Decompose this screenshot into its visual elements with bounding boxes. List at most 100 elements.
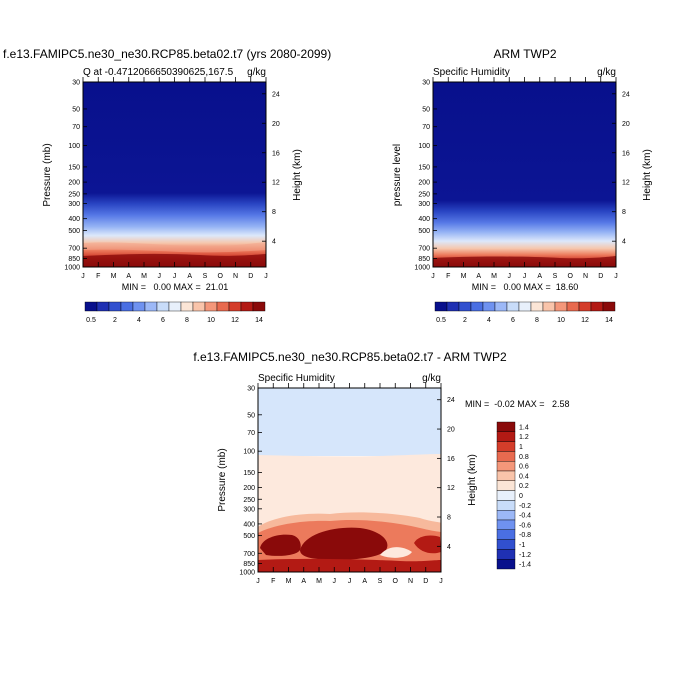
pressure-tick-label: 250 — [243, 497, 255, 504]
month-tick-label: M — [286, 578, 292, 585]
colorbar-box — [554, 301, 568, 312]
colorbar-label: 0.6 — [519, 464, 529, 471]
panel-difference-pale-pocket — [380, 547, 412, 558]
pressure-tick-label: 200 — [418, 180, 430, 187]
colorbar-box — [578, 301, 592, 312]
panel-model-minmax: MIN = 0.00 MAX = 21.01 — [122, 282, 229, 292]
month-tick-label: D — [423, 578, 428, 585]
height-tick-label: 20 — [447, 427, 455, 434]
colorbar-box — [496, 470, 516, 482]
month-tick-label: A — [126, 273, 131, 280]
colorbar-box — [168, 301, 182, 312]
panel-observation: ARM TWP2 Specific Humidity g/kg 30 50 70 10… — [392, 47, 653, 324]
panel-difference-dark-core-left — [260, 534, 301, 556]
pressure-tick-label: 500 — [68, 228, 80, 235]
pressure-tick-label: 700 — [68, 246, 80, 253]
colorbar-box — [252, 301, 266, 312]
colorbar-label: 10 — [207, 317, 215, 324]
colorbar-box — [602, 301, 616, 312]
month-tick-label: S — [203, 273, 208, 280]
pressure-tick-label: 1000 — [64, 265, 80, 272]
colorbar-box — [228, 301, 242, 312]
pressure-tick-label: 150 — [243, 470, 255, 477]
month-tick-label: F — [446, 273, 450, 280]
panel-observation-field — [433, 82, 616, 267]
pressure-tick-label: 70 — [422, 124, 430, 131]
colorbar-label: 14 — [605, 317, 613, 324]
panel-difference-ticks: 30 50 70 100 150 200 250 300 400 500 700 850 1000 24 2… — [239, 383, 455, 585]
colorbar-label: 6 — [161, 317, 165, 324]
height-tick-label: 20 — [622, 121, 630, 128]
colorbar-label: 4 — [487, 317, 491, 324]
month-tick-label: S — [378, 578, 383, 585]
colorbar-label: 12 — [231, 317, 239, 324]
colorbar-box — [496, 559, 516, 570]
pressure-tick-label: 150 — [418, 164, 430, 171]
colorbar-label: 8 — [185, 317, 189, 324]
height-tick-label: 8 — [272, 209, 276, 216]
colorbar-label: -1 — [519, 542, 525, 549]
colorbar-label: 1.4 — [519, 424, 529, 431]
colorbar-box — [204, 301, 218, 312]
pressure-tick-label: 700 — [243, 551, 255, 558]
pressure-tick-label: 500 — [418, 228, 430, 235]
colorbar-box — [518, 301, 532, 312]
month-tick-label: N — [233, 273, 238, 280]
colorbar-box — [240, 301, 254, 312]
colorbar-box — [542, 301, 556, 312]
colorbar-box — [496, 431, 516, 442]
colorbar-label: -0.8 — [519, 532, 531, 539]
month-tick-label: J — [348, 578, 352, 585]
colorbar-label: 12 — [581, 317, 589, 324]
month-tick-label: J — [158, 273, 162, 280]
colorbar-label: 4 — [137, 317, 141, 324]
pressure-tick-label: 200 — [68, 180, 80, 187]
height-tick-label: 4 — [447, 544, 451, 551]
colorbar-label: 0.8 — [519, 454, 529, 461]
colorbar-box — [156, 301, 170, 312]
colorbar-box — [144, 301, 158, 312]
pressure-tick-label: 200 — [243, 485, 255, 492]
colorbar-box — [496, 500, 516, 511]
month-tick-label: O — [393, 578, 399, 585]
panel-difference: f.e13.FAMIPC5.ne30_ne30.RCP85.beta02.t7 … — [193, 350, 569, 585]
colorbar-box — [434, 301, 448, 312]
month-tick-label: J — [256, 578, 260, 585]
month-tick-label: J — [173, 273, 177, 280]
month-tick-label: J — [614, 273, 618, 280]
colorbar-label: 2 — [463, 317, 467, 324]
colorbar-label: -1.4 — [519, 562, 531, 569]
colorbar-box — [216, 301, 230, 312]
panel-difference-title: f.e13.FAMIPC5.ne30_ne30.RCP85.beta02.t7 … — [193, 350, 507, 364]
panel-observation-minmax: MIN = 0.00 MAX = 18.60 — [472, 282, 579, 292]
colorbar-box — [482, 301, 496, 312]
pressure-tick-label: 50 — [247, 412, 255, 419]
height-tick-label: 12 — [272, 180, 280, 187]
panel-observation-variable-label: Specific Humidity — [433, 67, 510, 78]
panel-difference-dark-core-center — [300, 527, 388, 560]
month-tick-label: A — [476, 273, 481, 280]
month-tick-label: J — [333, 578, 337, 585]
panel-difference-dark-core-right — [414, 535, 441, 554]
panel-model-variable-label: Q at -0.4712066650390625,167.5 — [83, 67, 234, 78]
panel-difference-units-label: g/kg — [422, 373, 441, 384]
colorbar-label: 6 — [511, 317, 515, 324]
height-tick-label: 4 — [622, 239, 626, 246]
pressure-tick-label: 70 — [72, 124, 80, 131]
pressure-tick-label: 250 — [418, 191, 430, 198]
colorbar-box — [180, 301, 194, 312]
month-tick-label: J — [439, 578, 443, 585]
month-tick-label: J — [431, 273, 435, 280]
height-tick-label: 16 — [272, 150, 280, 157]
colorbar-label: 0.2 — [519, 483, 529, 490]
month-tick-label: N — [583, 273, 588, 280]
panel-model-right-axis-label: Height (km) — [292, 149, 303, 201]
pressure-tick-label: 850 — [68, 256, 80, 263]
colorbar-label: -0.2 — [519, 503, 531, 510]
month-tick-label: O — [218, 273, 224, 280]
panel-model-field — [83, 82, 266, 267]
panel-difference-minmax: MIN = -0.02 MAX = 2.58 — [465, 399, 570, 409]
colorbar-box — [494, 301, 508, 312]
colorbar-box — [496, 510, 516, 521]
